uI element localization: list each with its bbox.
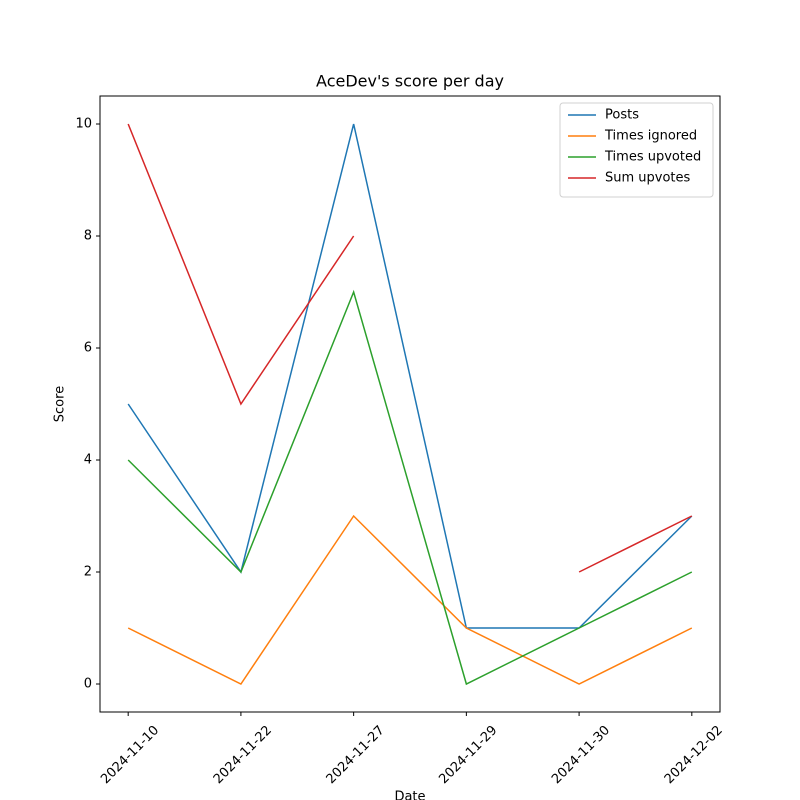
x-tick-label: 2024-11-30 — [549, 723, 613, 787]
y-tick-label: 4 — [84, 453, 92, 468]
y-tick-label: 6 — [84, 341, 92, 356]
y-tick-label: 8 — [84, 229, 92, 244]
y-tick-label: 10 — [75, 117, 92, 132]
series-line — [127, 123, 693, 629]
legend-label: Posts — [605, 108, 639, 123]
y-tick-label: 0 — [84, 677, 92, 692]
x-tick-label: 2024-12-02 — [662, 723, 726, 787]
x-tick-label: 2024-11-10 — [98, 723, 162, 787]
series-line — [127, 514, 693, 685]
series-line — [127, 289, 693, 686]
legend-label: Times upvoted — [604, 150, 701, 165]
legend-box — [559, 102, 714, 198]
legend-label: Times ignored — [604, 129, 697, 144]
plot-frame — [99, 95, 721, 713]
x-tick-label: 2024-11-27 — [324, 723, 388, 787]
series-line — [127, 123, 693, 573]
chart-title: AceDev's score per day — [316, 72, 504, 91]
y-axis-label: Score — [53, 386, 68, 422]
x-axis-label: Date — [394, 790, 425, 800]
x-tick-label: 2024-11-22 — [211, 723, 275, 787]
legend-label: Sum upvotes — [605, 171, 691, 186]
x-tick-label: 2024-11-29 — [436, 723, 500, 787]
y-tick-label: 2 — [84, 565, 92, 580]
